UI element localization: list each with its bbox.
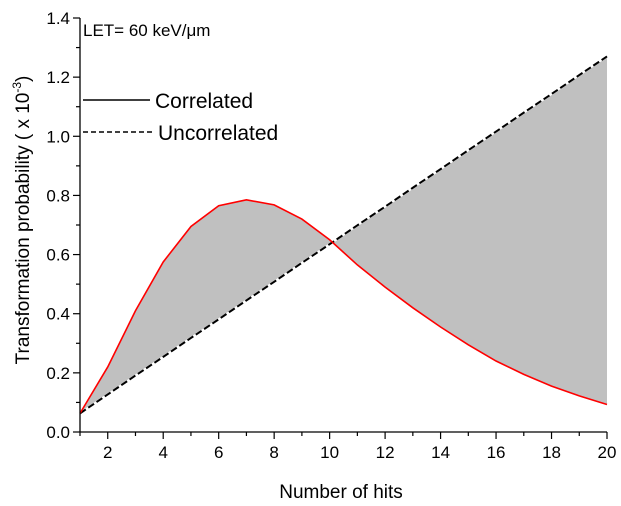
y-tick-label: 0.2 xyxy=(46,364,70,383)
correlated-line xyxy=(79,199,608,414)
y-tick-label: 0.6 xyxy=(46,246,70,265)
x-tick-label: 18 xyxy=(542,443,561,462)
y-ticks: 0.0 0.2 0.4 0.6 0.8 1.0 1.2 1.4 xyxy=(46,9,80,442)
axes: 2 4 6 8 10 12 14 16 18 20 0.0 0.2 0.4 0.6 0.8 1.0 1.2 1.… xyxy=(46,9,616,462)
x-tick-label: 6 xyxy=(214,443,223,462)
y-tick-label: 0.0 xyxy=(46,423,70,442)
let-annotation: LET= 60 keV/μm xyxy=(83,21,210,40)
y-tick-label: 1.2 xyxy=(46,68,70,87)
plot-area xyxy=(79,55,608,415)
x-ticks: 2 4 6 8 10 12 14 16 18 20 xyxy=(79,432,617,462)
x-tick-label: 4 xyxy=(158,443,167,462)
x-tick-label: 10 xyxy=(320,443,339,462)
x-tick-label: 14 xyxy=(431,443,450,462)
y-axis-title: Transformation probability ( x 10-3) xyxy=(10,76,34,365)
x-axis-title: Number of hits xyxy=(279,482,403,503)
x-tick-label: 8 xyxy=(269,443,278,462)
x-tick-label: 12 xyxy=(376,443,395,462)
legend-uncorrelated-label: Uncorrelated xyxy=(158,122,278,145)
x-tick-label: 16 xyxy=(487,443,506,462)
legend-correlated-label: Correlated xyxy=(155,90,253,113)
y-tick-label: 0.8 xyxy=(46,186,70,205)
legend: Correlated Uncorrelated xyxy=(83,90,278,145)
y-axis-title-exponent: -3 xyxy=(10,82,24,93)
uncorrelated-line xyxy=(79,55,608,415)
y-axis-title-close: ) xyxy=(13,76,34,82)
x-tick-label: 2 xyxy=(103,443,112,462)
y-axis-title-main: Transformation probability ( x 10 xyxy=(13,93,34,365)
y-tick-label: 1.4 xyxy=(46,9,70,28)
y-tick-label: 0.4 xyxy=(46,305,70,324)
y-tick-label: 1.0 xyxy=(46,127,70,146)
x-tick-label: 20 xyxy=(598,443,617,462)
